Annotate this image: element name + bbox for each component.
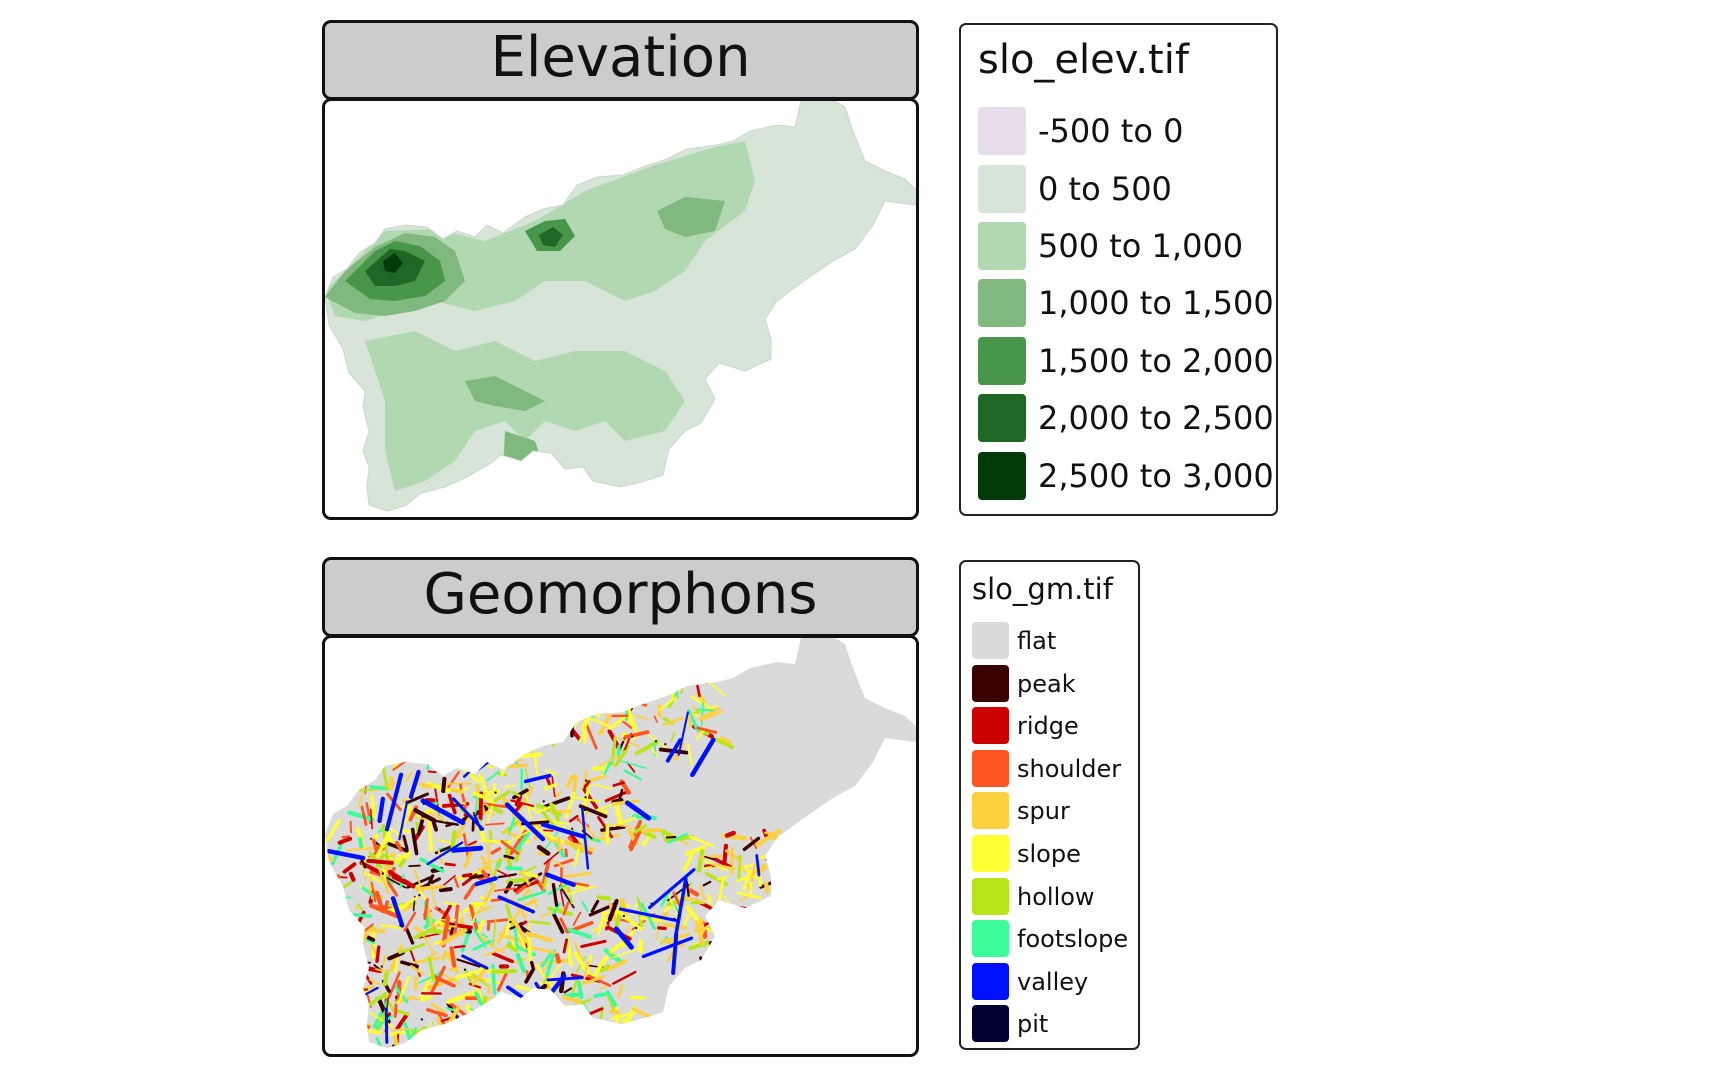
elevation-legend-label: 500 to 1,000 xyxy=(1038,227,1244,265)
geomorphons-legend-item: slope xyxy=(972,835,1081,872)
elevation-legend-label: 1,500 to 2,000 xyxy=(1038,342,1274,380)
geomorphons-legend-item: shoulder xyxy=(972,750,1121,787)
elevation-legend-label: 0 to 500 xyxy=(1038,170,1172,208)
elevation-map-svg xyxy=(325,101,916,512)
geomorphons-legend-swatch xyxy=(972,665,1009,702)
elevation-legend: slo_elev.tif -500 to 0 0 to 500 500 to 1… xyxy=(959,23,1278,516)
geomorphons-map-svg xyxy=(325,638,916,1048)
geomorphons-legend-swatch xyxy=(972,920,1009,957)
geomorphons-legend-label: footslope xyxy=(1017,924,1129,953)
geomorphons-legend-item: valley xyxy=(972,963,1088,1000)
geomorphons-legend-label: flat xyxy=(1017,626,1057,655)
elevation-legend-swatch xyxy=(978,337,1026,385)
elevation-legend-swatch xyxy=(978,107,1026,155)
geomorphons-legend-item: flat xyxy=(972,622,1056,659)
elevation-legend-item: 1,000 to 1,500 xyxy=(978,279,1274,327)
elevation-legend-label: 1,000 to 1,500 xyxy=(1038,284,1274,322)
geomorphons-legend-label: valley xyxy=(1017,967,1089,996)
elevation-legend-label: 2,000 to 2,500 xyxy=(1038,399,1274,437)
geomorphons-legend-swatch xyxy=(972,963,1009,1000)
geomorphons-legend-swatch xyxy=(972,835,1009,872)
geomorphons-legend-item: ridge xyxy=(972,707,1079,744)
elevation-legend-swatch xyxy=(978,279,1026,327)
geomorphons-legend-swatch xyxy=(972,622,1009,659)
geomorphons-map xyxy=(322,635,919,1057)
elevation-legend-swatch xyxy=(978,222,1026,270)
elevation-map xyxy=(322,98,919,520)
elevation-legend-item: 2,500 to 3,000 xyxy=(978,452,1274,500)
elevation-title-text: Elevation xyxy=(490,25,751,90)
elevation-legend-item: 2,000 to 2,500 xyxy=(978,394,1274,442)
geomorphons-legend-label: shoulder xyxy=(1017,754,1122,783)
elevation-legend-title: slo_elev.tif xyxy=(978,37,1189,83)
geomorphons-legend-label: hollow xyxy=(1017,882,1095,911)
geomorphons-legend: slo_gm.tif flat peak ridge shoulder spur… xyxy=(959,560,1140,1050)
geomorphons-legend-swatch xyxy=(972,707,1009,744)
elevation-legend-swatch xyxy=(978,452,1026,500)
geomorphons-legend-item: hollow xyxy=(972,878,1095,915)
geomorphons-legend-item: pit xyxy=(972,1005,1048,1042)
geomorphons-legend-label: pit xyxy=(1017,1009,1049,1038)
elevation-legend-label: -500 to 0 xyxy=(1038,112,1184,150)
geomorphons-title-text: Geomorphons xyxy=(423,562,818,627)
elevation-panel-title: Elevation xyxy=(322,20,919,100)
geomorphons-legend-swatch xyxy=(972,792,1009,829)
geomorphons-legend-item: footslope xyxy=(972,920,1128,957)
geomorphons-legend-label: ridge xyxy=(1017,711,1079,740)
geomorphons-legend-item: spur xyxy=(972,792,1070,829)
elevation-legend-item: 500 to 1,000 xyxy=(978,222,1243,270)
elevation-legend-item: 0 to 500 xyxy=(978,165,1172,213)
geomorphons-legend-swatch xyxy=(972,750,1009,787)
elevation-legend-swatch xyxy=(978,394,1026,442)
geomorphons-legend-title: slo_gm.tif xyxy=(972,572,1113,606)
elevation-legend-item: -500 to 0 xyxy=(978,107,1183,155)
elevation-legend-label: 2,500 to 3,000 xyxy=(1038,457,1274,495)
geomorphons-legend-label: spur xyxy=(1017,796,1070,825)
geomorphons-legend-label: slope xyxy=(1017,839,1081,868)
geomorphons-legend-item: peak xyxy=(972,665,1076,702)
geomorphons-legend-swatch xyxy=(972,878,1009,915)
geomorphons-legend-swatch xyxy=(972,1005,1009,1042)
geomorphons-legend-label: peak xyxy=(1017,669,1076,698)
elevation-legend-swatch xyxy=(978,165,1026,213)
elevation-legend-item: 1,500 to 2,000 xyxy=(978,337,1274,385)
geomorphons-panel-title: Geomorphons xyxy=(322,557,919,637)
